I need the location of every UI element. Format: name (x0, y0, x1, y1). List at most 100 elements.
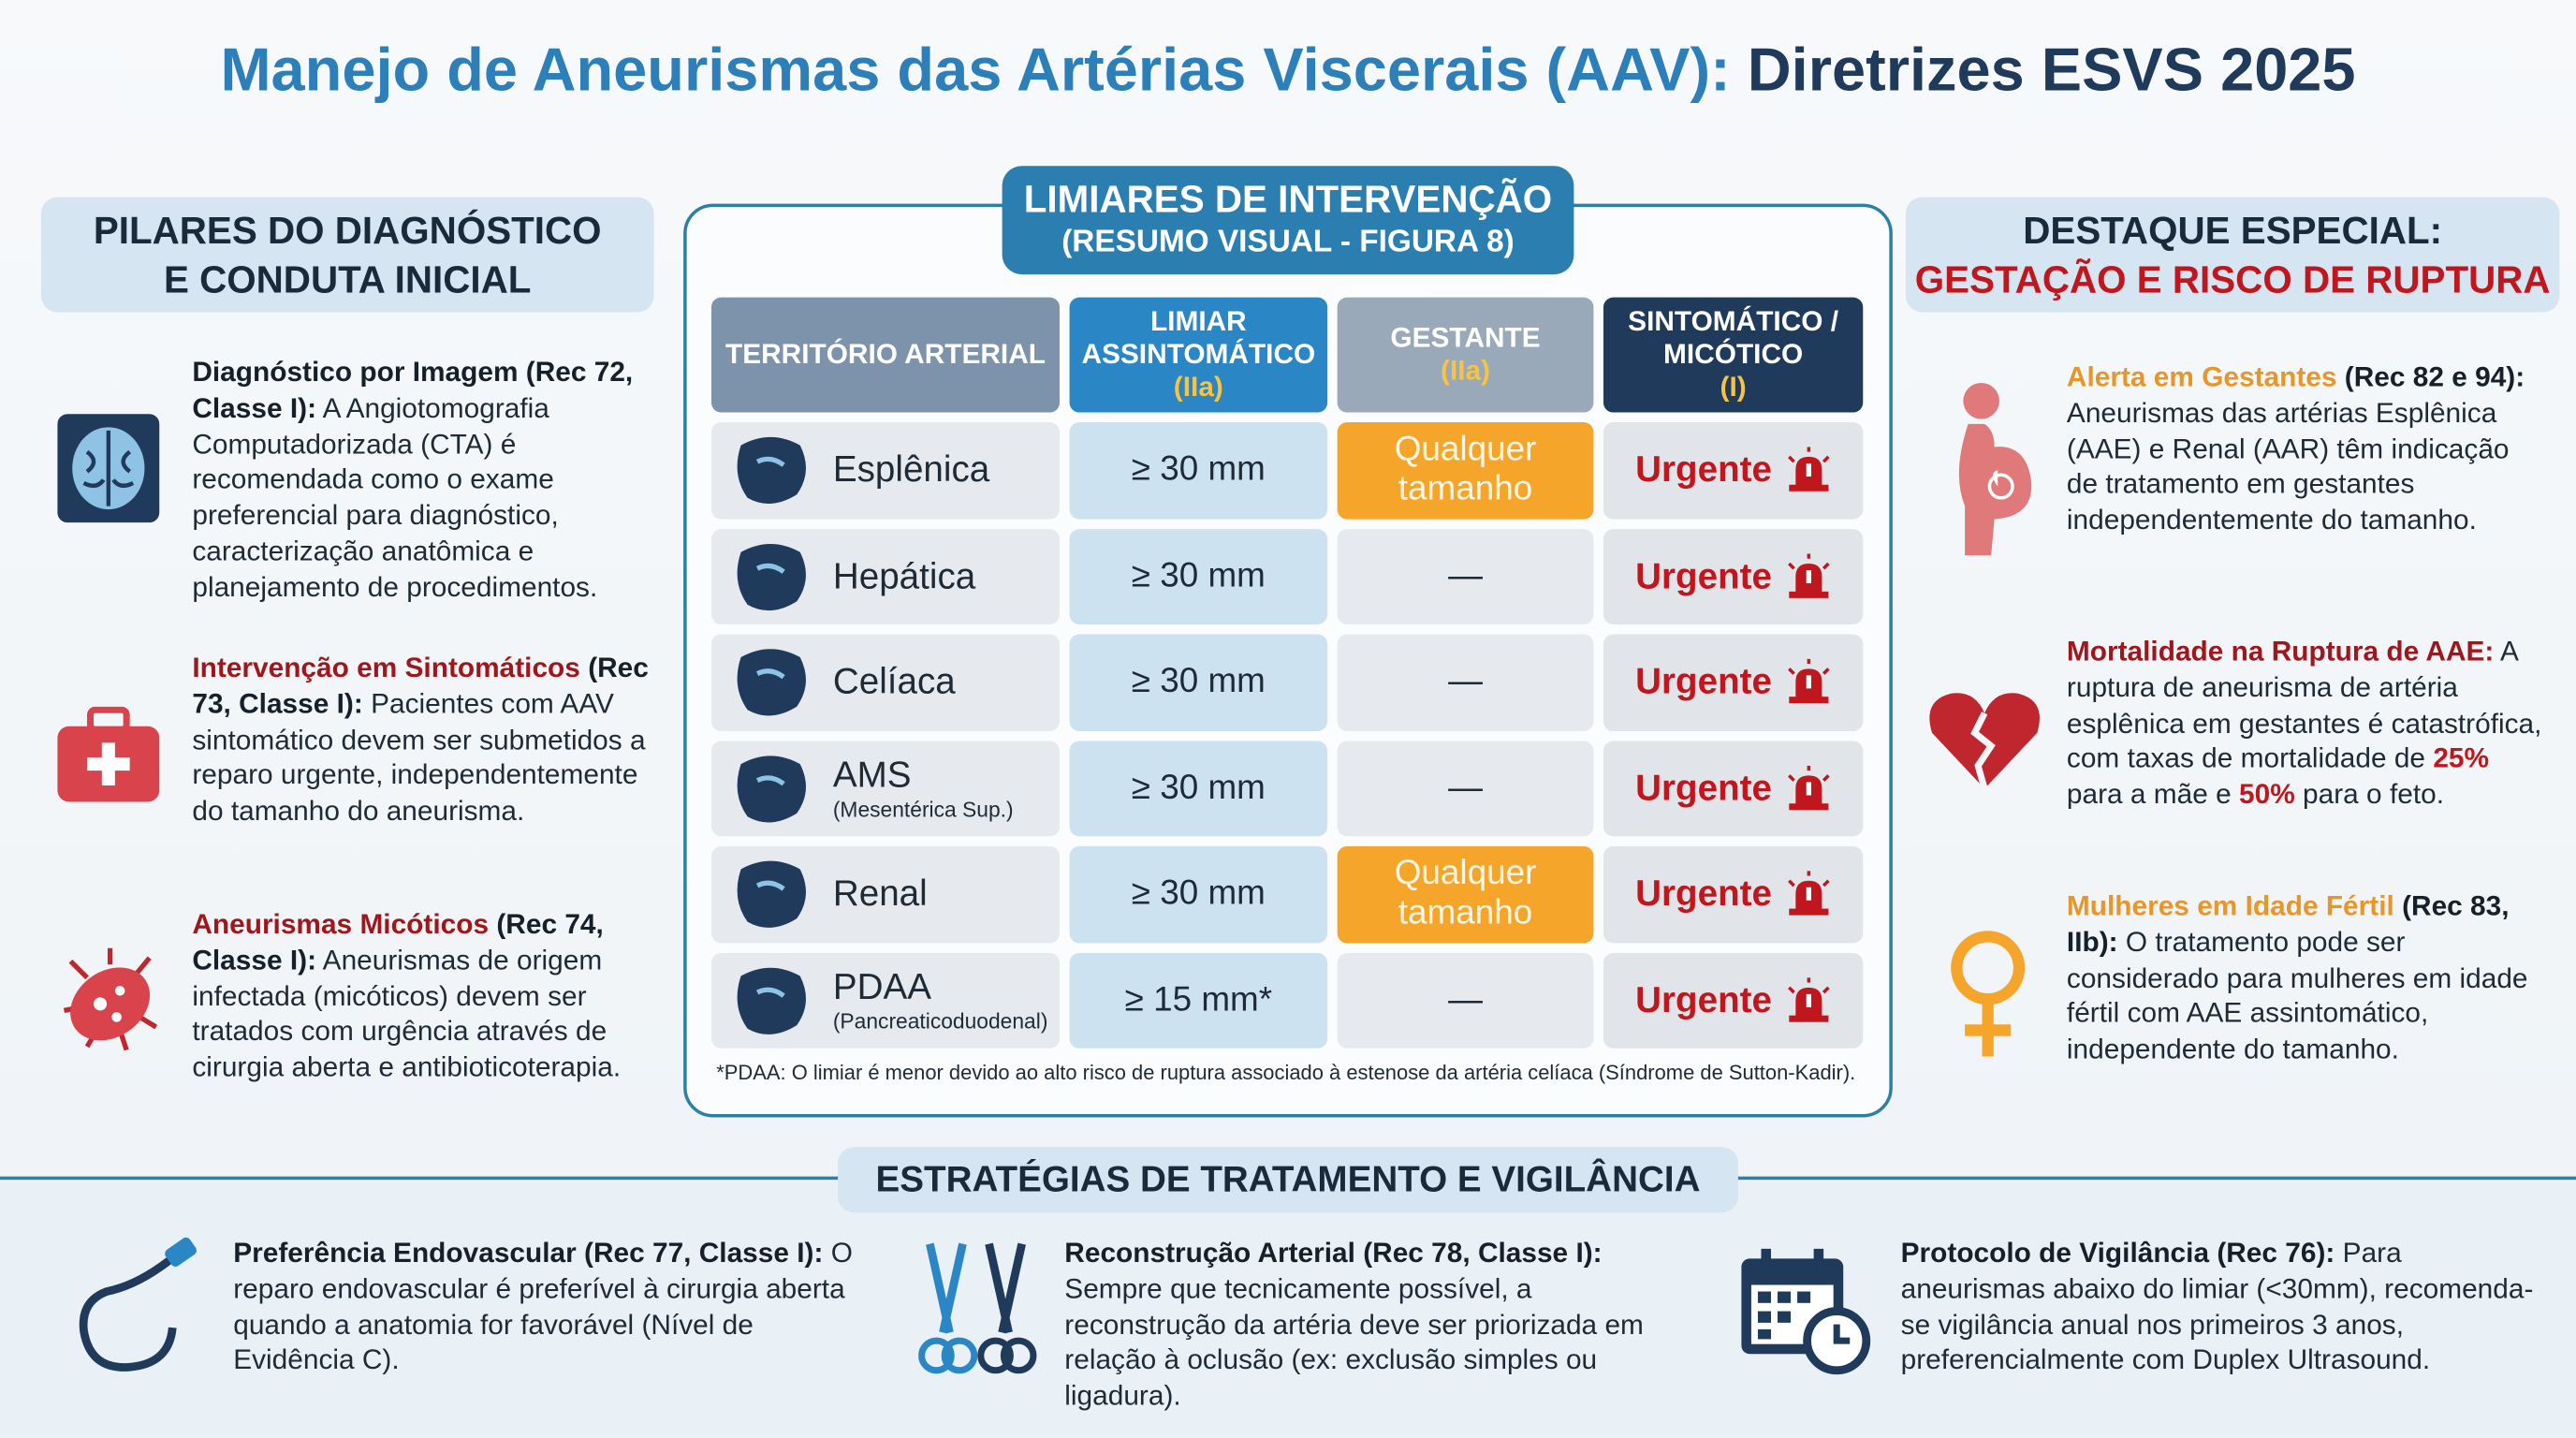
item-title: Intervenção em Sintomáticos (192, 652, 580, 684)
highlight: 25% (2433, 742, 2490, 775)
symptomatic-label: Urgente (1635, 554, 1772, 596)
territory: AMS (Mesentérica Sup.) (833, 755, 1014, 822)
item-body: O tratamento pode ser considerado para m… (2066, 926, 2528, 1065)
alarm-icon (1787, 765, 1829, 810)
item-body: Pacientes com AAV sintomático devem ser … (192, 688, 646, 828)
header-class: (IIa) (1173, 371, 1223, 403)
threshold-cell: ≥ 30 mm (1069, 845, 1328, 943)
heading-line: E CONDUTA INICIAL (163, 257, 532, 301)
pregnant-cell: Qualquer tamanho (1337, 845, 1594, 943)
symptomatic-cell: Urgente (1603, 422, 1864, 519)
header-label: TERRITÓRIO ARTERIAL (724, 338, 1046, 370)
text-item: Mulheres em Idade Fértil (Rec 83, IIb): … (2067, 889, 2543, 1068)
territory-detail: (Pancreaticoduodenal) (832, 1009, 1048, 1034)
ct-icon (57, 414, 160, 523)
item-body: para a mãe e (2066, 779, 2240, 811)
item-body: Sempre que tecnicamente possível, a reco… (1064, 1272, 1644, 1412)
column-header: SINTOMÁTICO / MICÓTICO (I) (1603, 297, 1864, 413)
symptomatic-label: Urgente (1635, 660, 1772, 702)
threshold-cell: ≥ 30 mm (1069, 528, 1328, 624)
territory-cell: AMS (Mesentérica Sup.) (710, 740, 1061, 837)
territory: Hepática (833, 555, 975, 598)
title-accent: Diretrizes ESVS 2025 (1747, 36, 2356, 104)
organ-icon (737, 649, 806, 716)
catheter-icon (79, 1237, 197, 1372)
bacteria-icon (63, 947, 158, 1051)
territory: Renal (833, 873, 928, 916)
territory-name: Celíaca (832, 660, 956, 702)
territory-name: Renal (832, 873, 928, 915)
header-class: (IIa) (1441, 355, 1491, 387)
pregnant-cell: — (1337, 528, 1594, 624)
alarm-icon (1787, 976, 1829, 1022)
footnote: *PDAA: O limiar é menor devido ao alto r… (716, 1061, 1856, 1085)
text-item: Mortalidade na Ruptura de AAE: A ruptura… (2067, 634, 2543, 813)
territory-cell: PDAA (Pancreaticoduodenal) (710, 952, 1061, 1049)
territory-detail: (Mesentérica Sup.) (832, 797, 1014, 822)
subheading: (RESUMO VISUAL - FIGURA 8) (1061, 225, 1515, 260)
text-item: Aneurismas Micóticos (Rec 74, Classe I):… (192, 907, 660, 1086)
item-title: Mulheres em Idade Fértil (2066, 890, 2394, 922)
organ-icon (737, 861, 806, 929)
column-header: GESTANTE (IIa) (1337, 297, 1594, 413)
threshold-cell: ≥ 30 mm (1069, 634, 1328, 731)
territory-name: Hepática (832, 554, 976, 596)
symptomatic-label: Urgente (1635, 978, 1772, 1020)
header-class: (I) (1720, 371, 1747, 403)
item-body: A ruptura de aneurisma de artéria esplên… (2066, 636, 2542, 775)
threshold-heading: LIMIARES DE INTERVENÇÃO (RESUMO VISUAL -… (1002, 166, 1574, 275)
text-item: Alerta em Gestantes (Rec 82 e 94): Aneur… (2067, 360, 2543, 538)
item-body: para o feto. (2294, 779, 2445, 811)
territory-name: AMS (832, 755, 912, 796)
item-ref: Preferência Endovascular (Rec 77, Classe… (233, 1237, 824, 1269)
organ-icon (737, 437, 806, 505)
heading-line: PILARES DO DIAGNÓSTICO (93, 208, 602, 252)
column-header: LIMIAR ASSINTOMÁTICO (IIa) (1069, 297, 1328, 413)
symptomatic-label: Urgente (1635, 448, 1772, 491)
symptomatic-cell: Urgente (1603, 740, 1864, 837)
item-ref: (Rec 83, IIb): (2066, 890, 2510, 958)
first-aid-icon (57, 706, 160, 802)
territory: Esplênica (833, 449, 989, 492)
item-ref: (Rec 73, Classe I): (192, 652, 649, 720)
item-title: Mortalidade na Ruptura de AAE: (2066, 636, 2495, 668)
pregnant-cell: — (1337, 952, 1594, 1049)
heading-line: DESTAQUE ESPECIAL: (2023, 208, 2443, 252)
left-heading: PILARES DO DIAGNÓSTICO E CONDUTA INICIAL (40, 197, 654, 313)
territory-name: PDAA (832, 966, 932, 1008)
right-heading: DESTAQUE ESPECIAL: GESTAÇÃO E RISCO DE R… (1905, 197, 2560, 313)
item-ref: Reconstrução Arterial (Rec 78, Classe I)… (1064, 1237, 1603, 1269)
item-ref: Protocolo de Vigilância (Rec 76): (1900, 1237, 2335, 1269)
threshold-cell: ≥ 30 mm (1069, 740, 1328, 837)
text-item: Diagnóstico por Imagem (Rec 72, Classe I… (192, 355, 660, 606)
item-ref: Diagnóstico por Imagem (Rec 72, Classe I… (192, 356, 634, 424)
territory: Celíaca (833, 661, 956, 704)
alarm-icon (1787, 447, 1829, 492)
item-title: Aneurismas Micóticos (192, 908, 490, 940)
pregnant-cell: Qualquer tamanho (1337, 422, 1594, 519)
item-title: Alerta em Gestantes (2066, 361, 2337, 393)
heading-line: GESTAÇÃO E RISCO DE RUPTURA (1914, 257, 2551, 301)
threshold-cell: ≥ 15 mm* (1069, 952, 1328, 1049)
item-body: O reparo endovascular é preferível à cir… (233, 1237, 853, 1376)
pregnant-cell: — (1337, 740, 1594, 837)
symptomatic-label: Urgente (1635, 767, 1772, 809)
territory-cell: Hepática (710, 528, 1061, 624)
item-ref: (Rec 74, Classe I): (192, 908, 604, 976)
broken-heart-icon (1929, 693, 2040, 790)
bottom-heading: ESTRATÉGIAS DE TRATAMENTO E VIGILÂNCIA (838, 1147, 1738, 1213)
column-header: TERRITÓRIO ARTERIAL (710, 297, 1061, 413)
threshold-cell: ≥ 30 mm (1069, 422, 1328, 519)
alarm-icon (1787, 659, 1829, 704)
symptomatic-cell: Urgente (1603, 952, 1864, 1049)
symptomatic-label: Urgente (1635, 873, 1772, 915)
text-item: Reconstrução Arterial (Rec 78, Classe I)… (1064, 1236, 1647, 1415)
alarm-icon (1787, 871, 1829, 917)
text-item: Protocolo de Vigilância (Rec 76): Para a… (1901, 1236, 2550, 1379)
pregnancy-icon (1958, 382, 2032, 556)
symptomatic-cell: Urgente (1603, 634, 1864, 731)
organ-icon (737, 967, 806, 1034)
pregnant-cell: — (1337, 634, 1594, 731)
